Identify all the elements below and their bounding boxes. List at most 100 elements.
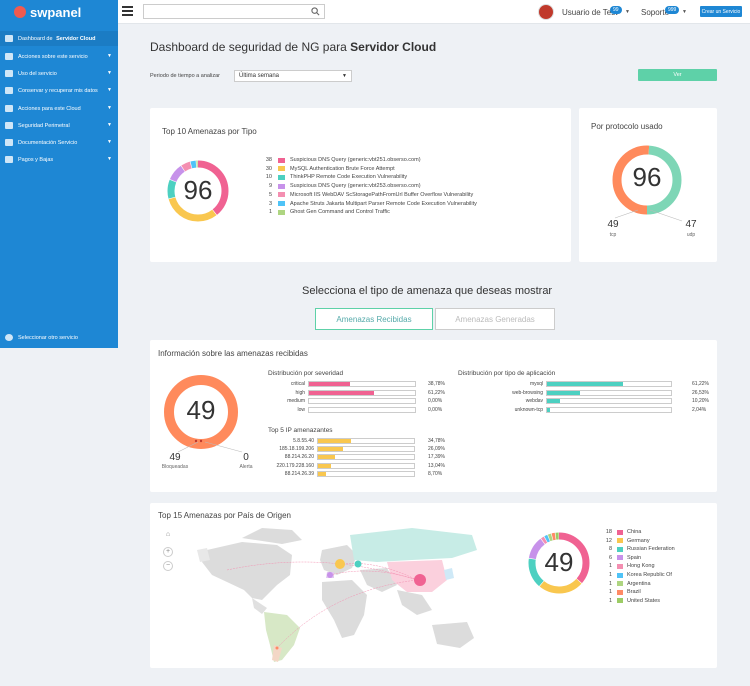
ip-bar-label: 220.179.228.160 [276, 462, 314, 469]
dashboard-icon [5, 35, 13, 42]
sidebar-item-docs[interactable]: Documentación Servicio ▼ [0, 135, 118, 150]
chevron-down-icon[interactable]: ▼ [682, 9, 687, 15]
app-bar-track [546, 389, 672, 396]
sidebar-item-cloud-actions[interactable]: Acciones para este Cloud ▼ [0, 101, 118, 116]
map-bubble-spain[interactable] [327, 572, 333, 578]
ip-bar-fill [318, 455, 335, 460]
country-legend-item[interactable]: 1 Hong Kong [604, 562, 655, 570]
country-legend-item[interactable]: 1 Argentina [604, 580, 651, 588]
top10-legend-item[interactable]: 10 ThinkPHP Remote Code Execution Vulnera… [262, 173, 407, 181]
legend-swatch [278, 174, 285, 180]
top10-legend-item[interactable]: 3 Apache Struts Jakarta Multipart Parser … [262, 200, 477, 208]
received-donut-marker [199, 439, 203, 443]
top10-legend-item[interactable]: 9 Suspicious DNS Query (generic:vbt253.ob… [262, 182, 421, 190]
logo-text: swpanel [30, 4, 82, 20]
sidebar-item-label: Pagos y Bajas [18, 156, 54, 163]
map-bubble-argentina[interactable] [275, 646, 279, 650]
country-legend-item[interactable]: 12 Germany [604, 537, 650, 545]
protocol-tcp-value: 49 [607, 219, 619, 230]
create-service-button[interactable]: Crear un Servicio [700, 6, 742, 17]
countries-title: Top 15 Amenazas por País de Origen [158, 511, 291, 520]
country-legend-item[interactable]: 18 China [604, 528, 642, 536]
sidebar-item-dashboard[interactable]: Dashboard de Servidor Cloud [0, 31, 118, 46]
donut-slice[interactable] [167, 160, 229, 222]
country-legend-item[interactable]: 1 Korea Republic Of [604, 571, 672, 579]
legend-swatch [278, 192, 285, 198]
tab-received[interactable]: Amenazas Recibidas [315, 308, 433, 330]
sidebar-item-security[interactable]: Seguridad Perimetral ▼ [0, 118, 118, 133]
page-title: Dashboard de seguridad de NG para Servid… [150, 40, 436, 54]
zoom-in-icon[interactable]: + [163, 547, 173, 557]
map-argentina [272, 645, 282, 662]
support-menu[interactable]: Soporte [641, 8, 670, 17]
home-icon[interactable]: ⌂ [165, 531, 171, 538]
country-legend-item[interactable]: 8 Russian Federation [604, 545, 675, 553]
ip-bar-track [317, 446, 415, 453]
hamburger-menu-icon[interactable] [122, 6, 133, 16]
apps-title: Distribución por tipo de aplicación [458, 370, 556, 377]
country-legend-item[interactable]: 1 Brazil [604, 588, 641, 596]
legend-swatch [278, 201, 285, 206]
legend-swatch [617, 572, 623, 578]
period-label: Periodo de tiempo a analizar [150, 73, 221, 79]
sidebar-item-backup[interactable]: Conservar y recuperar mis datos ▼ [0, 83, 118, 98]
legend-label: Argentina [627, 580, 651, 587]
ip-bar-label: 185.18.199.206 [279, 446, 314, 453]
map-bubble-russia[interactable] [354, 560, 362, 568]
severity-bar-pct: 0,00% [428, 398, 443, 404]
ip-bar-label: 5.8.55.40 [293, 438, 314, 444]
top10-legend-item[interactable]: 38 Suspicious DNS Query (generic:vbt251.o… [262, 156, 421, 164]
logo[interactable]: swpanel [0, 0, 118, 24]
legend-label: Germany [627, 537, 650, 544]
country-legend-item[interactable]: 1 United States [604, 597, 660, 605]
donut-slice[interactable] [528, 532, 590, 594]
map-bubble-germany[interactable] [335, 559, 345, 569]
donut-slice[interactable] [528, 532, 590, 594]
zoom-out-icon[interactable]: − [163, 561, 173, 571]
user-menu[interactable]: Usuario de Test [562, 8, 618, 17]
top10-legend-item[interactable]: 1 Ghost Gen Command and Control Traffic [262, 208, 390, 216]
sidebar-select-service[interactable]: Seleccionar otro servicio [0, 330, 118, 345]
page-title-service: Servidor Cloud [350, 40, 437, 54]
avatar[interactable] [538, 4, 554, 20]
legend-swatch [278, 157, 285, 163]
received-donut [164, 375, 238, 449]
received-total: 49 [186, 395, 216, 425]
map-middle-east [360, 568, 397, 592]
search-icon[interactable] [311, 7, 320, 16]
severity-bar-fill [309, 390, 374, 395]
received-alert-value: 0 [243, 452, 249, 463]
top10-card [150, 108, 571, 262]
chevron-down-icon: ▼ [107, 87, 112, 93]
map-central-america [252, 598, 267, 614]
sidebar-item-usage[interactable]: Uso del servicio ▼ [0, 66, 118, 81]
ips-title: Top 5 IP amenazantes [268, 427, 333, 434]
received-alert-label: Alerta [239, 464, 253, 470]
severity-bar-pct: 61,22% [428, 389, 445, 396]
threat-section-title: Selecciona el tipo de amenaza que deseas… [302, 285, 553, 297]
sidebar-item-payments[interactable]: Pagos y Bajas ▼ [0, 152, 118, 167]
top10-title: Top 10 Amenazas por Tipo [162, 127, 257, 136]
donut-slice[interactable] [528, 532, 590, 594]
top10-legend-item[interactable]: 5 Microsoft IIS WebDAV ScStoragePathFromU… [262, 191, 473, 199]
sidebar-item-actions[interactable]: Acciones sobre este servicio ▼ [0, 49, 118, 64]
tab-generated[interactable]: Amenazas Generadas [435, 308, 555, 330]
app-bar-fill [547, 399, 560, 403]
donut-slice[interactable] [167, 160, 229, 222]
world-map[interactable] [182, 520, 482, 665]
support-badge: 999 [665, 6, 680, 14]
period-value: Última semana [239, 73, 280, 79]
view-button[interactable]: Ver [638, 69, 717, 81]
received-donut-marker [194, 439, 198, 443]
search-input[interactable] [143, 4, 325, 19]
map-bubble-china[interactable] [414, 574, 426, 586]
period-select[interactable]: Última semana ▼ [234, 70, 352, 82]
chevron-down-icon: ▼ [107, 53, 112, 59]
top10-legend-item[interactable]: 30 MySQL Authentication Brute Force Attem… [262, 165, 395, 173]
donut-slice[interactable] [167, 160, 229, 222]
legend-count: 30 [265, 165, 272, 172]
ip-bar-track [317, 462, 415, 469]
chevron-down-icon[interactable]: ▼ [625, 9, 630, 15]
country-legend-item[interactable]: 6 Spain [604, 554, 641, 562]
chevron-down-icon: ▼ [107, 156, 112, 162]
